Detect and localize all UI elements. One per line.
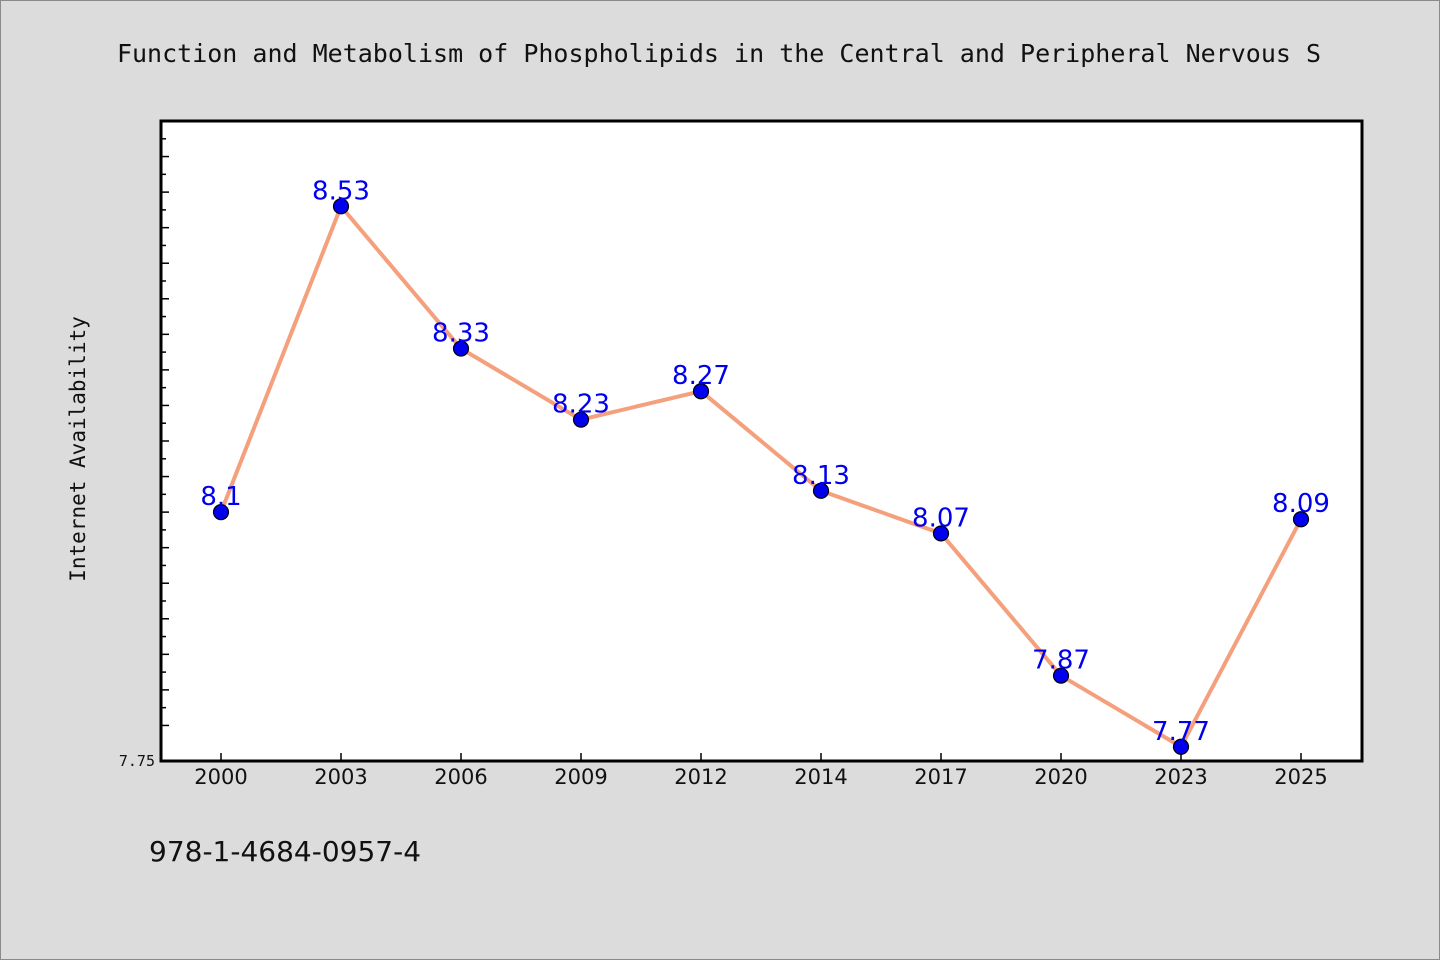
x-tick-label: 2003 [314,765,367,789]
y-axis-tick-labels: 7.75 [119,752,155,770]
x-tick-label: 2014 [794,765,847,789]
data-label: 8.53 [312,176,370,206]
data-point [1292,511,1310,528]
data-point [692,383,710,400]
x-tick-label: 2025 [1274,765,1327,789]
data-point [212,504,230,521]
data-label: 8.23 [552,390,610,420]
data-point [1172,738,1190,755]
x-tick-label: 2020 [1034,765,1087,789]
isbn-footer: 978-1-4684-0957-4 [149,835,422,868]
chart-title: Function and Metabolism of Phospholipids… [117,39,1321,68]
x-tick-label: 2000 [194,765,247,789]
data-label: 8.09 [1272,489,1330,519]
data-point [812,482,830,499]
plot-frame [159,119,1364,763]
x-tick-label: 2023 [1154,765,1207,789]
data-point [452,340,470,357]
data-label: 7.77 [1152,717,1210,747]
data-label: 8.33 [432,319,490,349]
x-tick-label: 2012 [674,765,727,789]
x-tick-label: 2017 [914,765,967,789]
data-point [572,411,590,428]
x-tick-label: 2006 [434,765,487,789]
data-point [332,198,350,215]
data-label: 8.27 [672,361,730,391]
data-label: 8.1 [200,482,241,512]
series-line [219,204,1303,749]
data-label: 8.07 [912,503,970,533]
data-label: 7.87 [1032,646,1090,676]
data-point [1052,667,1070,684]
data-markers [212,198,1310,755]
data-labels: 8.1 8.53 8.33 8.23 8.27 8.13 8.07 7.87 7.77 8.09 [200,176,1330,746]
x-tick-label: 2009 [554,765,607,789]
data-point [932,525,950,542]
x-axis-tick-labels: 2000 2003 2006 2009 2012 2014 2017 2020 2023 2025 [194,765,1327,789]
data-label: 8.13 [792,461,850,491]
y-axis-label: Internet Availability [66,316,90,582]
y-tick-label: 7.75 [119,752,155,770]
